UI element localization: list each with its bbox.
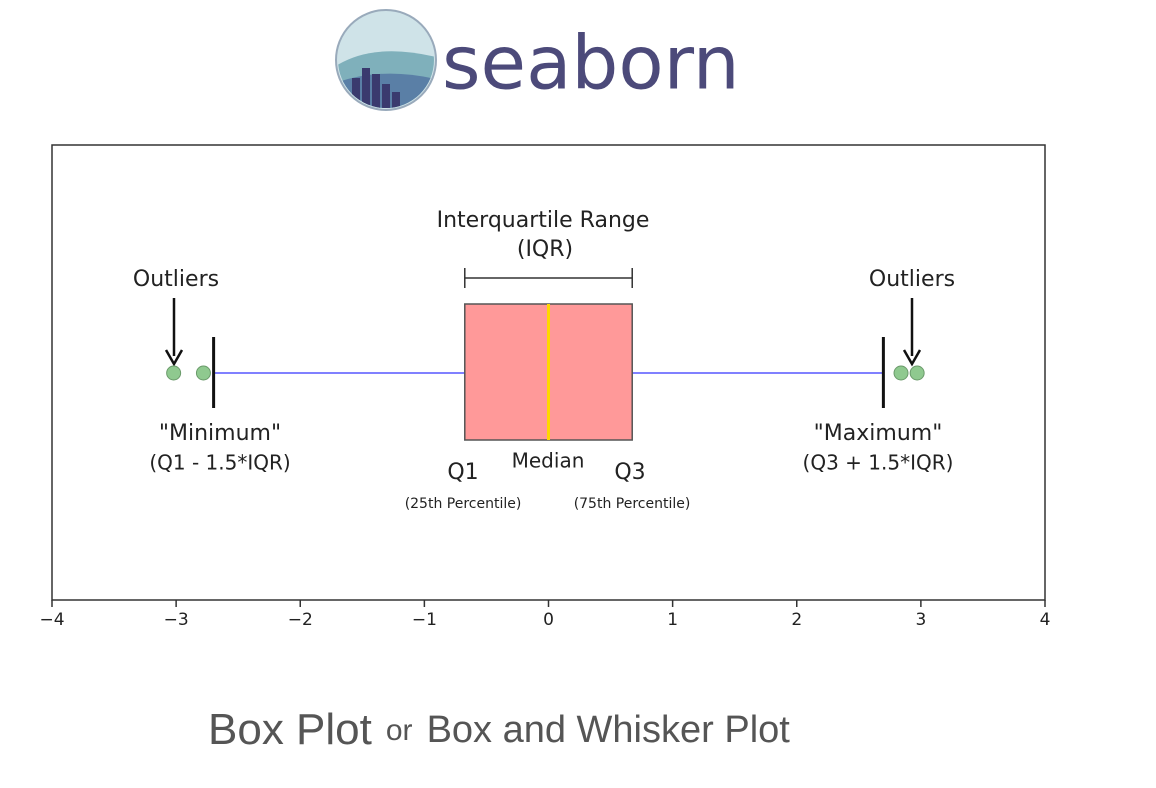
outlier <box>893 365 909 381</box>
iqr-bracket <box>464 268 633 288</box>
annotation: Q3 <box>614 460 645 485</box>
annotation: (IQR) <box>517 237 573 262</box>
logo-text: seaborn <box>442 21 740 107</box>
annotation: Interquartile Range <box>437 208 650 233</box>
annotation: (Q3 + 1.5*IQR) <box>803 451 954 475</box>
annotation: "Minimum" <box>159 421 281 446</box>
annotation: Median <box>512 449 585 473</box>
footer-connector: or <box>386 714 413 747</box>
seaborn-logo <box>335 9 437 111</box>
annotation: Q1 <box>447 460 478 485</box>
annotation: Outliers <box>133 267 219 292</box>
x-tick-label: 3 <box>915 610 926 630</box>
footer-title: Box Plot or Box and Whisker Plot <box>208 705 790 754</box>
marks: −4 −3 −2 −1 0 1 2 3 4 Interquartile Range (IQR) Out… <box>39 208 1050 630</box>
x-tick-label: 0 <box>543 610 554 630</box>
x-tick-label: 1 <box>667 610 678 630</box>
x-tick-label: 2 <box>791 610 802 630</box>
outlier <box>195 365 211 381</box>
annotation: (Q1 - 1.5*IQR) <box>149 451 290 475</box>
outlier <box>909 365 925 381</box>
footer-main: Box Plot <box>208 705 372 754</box>
x-tick-label: −2 <box>288 610 313 630</box>
x-tick-label: −4 <box>39 610 64 630</box>
annotation: (25th Percentile) <box>405 496 522 512</box>
x-tick-label: 4 <box>1040 610 1051 630</box>
x-tick-label: −1 <box>412 610 437 630</box>
annotation: (75th Percentile) <box>574 496 691 512</box>
x-tick-label: −3 <box>164 610 189 630</box>
outlier <box>166 365 182 381</box>
footer-alt: Box and Whisker Plot <box>427 709 791 751</box>
annotation: Outliers <box>869 267 955 292</box>
annotation: "Maximum" <box>814 421 943 446</box>
arrows <box>164 298 922 367</box>
